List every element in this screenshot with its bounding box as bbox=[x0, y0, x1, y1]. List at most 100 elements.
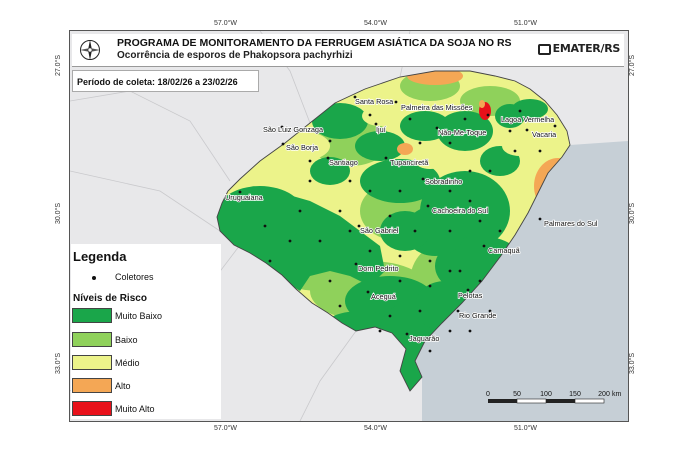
collector-point bbox=[328, 139, 332, 143]
map-title: PROGRAMA DE MONITORAMENTO DA FERRUGEM AS… bbox=[117, 37, 512, 49]
label-baixo: Baixo bbox=[115, 335, 138, 345]
collector-point bbox=[525, 128, 529, 132]
lon-label-bottom: 54.0°W bbox=[364, 425, 388, 432]
collector-point bbox=[435, 126, 439, 130]
city-label: Santiago bbox=[329, 158, 358, 167]
collector-point bbox=[488, 169, 492, 173]
collection-period: Período de coleta: 18/02/26 a 23/02/26 bbox=[72, 70, 259, 92]
city-label: Jaguarão bbox=[409, 334, 439, 343]
collector-point bbox=[238, 190, 242, 194]
collector-point bbox=[448, 269, 452, 273]
city-label: Não-Me-Toque bbox=[438, 128, 486, 137]
city-label: Aceguá bbox=[371, 292, 397, 301]
legend-panel: Legenda Coletores Níveis de Risco Muito … bbox=[71, 244, 221, 419]
collector-dot-icon bbox=[92, 276, 96, 280]
collector-point bbox=[463, 117, 467, 121]
scale-tick-label: 200 bbox=[598, 391, 610, 398]
city-label: Vacaria bbox=[532, 130, 557, 139]
collector-point bbox=[428, 259, 432, 263]
label-muito-alto: Muito Alto bbox=[115, 404, 155, 414]
collector-point bbox=[398, 279, 402, 283]
collector-point bbox=[338, 209, 342, 213]
collector-point bbox=[478, 219, 482, 223]
collector-point bbox=[398, 254, 402, 258]
lat-label-left: 27.0°S bbox=[55, 54, 63, 77]
collector-point bbox=[488, 309, 492, 313]
city-label: Uruguaiana bbox=[225, 193, 264, 202]
collector-point bbox=[378, 329, 382, 333]
collector-point bbox=[288, 239, 292, 243]
city-label: São Borja bbox=[286, 143, 319, 152]
lon-label-bottom: 51.0°W bbox=[514, 425, 538, 432]
swatch-alto bbox=[72, 378, 112, 393]
swatch-baixo bbox=[72, 332, 112, 347]
city-label: Palmeira das Missões bbox=[401, 103, 473, 112]
collector-point bbox=[458, 269, 462, 273]
lat-label-left: 33.0°S bbox=[55, 352, 63, 375]
collector-point bbox=[468, 329, 472, 333]
city-label: Rio Grande bbox=[459, 311, 496, 320]
collector-point bbox=[456, 309, 460, 313]
scale-tick-label: 0 bbox=[486, 391, 490, 398]
collector-point bbox=[468, 169, 472, 173]
lon-label-top: 57.0°W bbox=[214, 20, 238, 27]
lat-label-right: 30.0°S bbox=[629, 202, 637, 225]
collector-point bbox=[318, 239, 322, 243]
collector-point bbox=[374, 122, 378, 126]
emater-logo-text: EMATER/RS bbox=[552, 42, 621, 55]
label-muito-baixo: Muito Baixo bbox=[115, 311, 163, 321]
collector-point bbox=[553, 124, 557, 128]
city-label: São Luiz Gonzaga bbox=[263, 125, 324, 134]
collector-point bbox=[348, 229, 352, 233]
collector-point bbox=[498, 229, 502, 233]
emater-logo-icon bbox=[537, 44, 551, 55]
scale-bar: 0 50 100 150 200 km bbox=[486, 391, 622, 404]
city-label: Dom Pedrito bbox=[358, 264, 399, 273]
collector-point bbox=[448, 329, 452, 333]
lon-label-top: 51.0°W bbox=[514, 20, 538, 27]
collector-point bbox=[468, 199, 472, 203]
collector-point bbox=[354, 262, 358, 266]
collector-point bbox=[508, 129, 512, 133]
scale-unit: km bbox=[612, 391, 622, 398]
collector-point bbox=[326, 156, 330, 160]
collector-point bbox=[348, 179, 352, 183]
collector-point bbox=[357, 224, 361, 228]
collector-point bbox=[448, 189, 452, 193]
collector-point bbox=[394, 100, 398, 104]
collector-point bbox=[538, 217, 542, 221]
label-alto: Alto bbox=[115, 381, 131, 391]
swatch-medio bbox=[72, 355, 112, 370]
map-canvas: Santa Rosa Palmeira das Missões Lagoa Verm… bbox=[70, 31, 628, 421]
legend-title: Legenda bbox=[73, 249, 127, 264]
collector-point bbox=[408, 117, 412, 121]
collector-point bbox=[338, 304, 342, 308]
label-medio: Médio bbox=[115, 358, 140, 368]
collector-point bbox=[533, 119, 537, 123]
map-frame: Santa Rosa Palmeira das Missões Lagoa Verm… bbox=[69, 30, 629, 422]
collector-point bbox=[353, 95, 357, 99]
city-label: Camaquã bbox=[488, 246, 521, 255]
scale-tick-label: 100 bbox=[540, 391, 552, 398]
city-label: São Gabriel bbox=[360, 226, 399, 235]
collector-point bbox=[418, 141, 422, 145]
collector-point bbox=[366, 290, 370, 294]
collector-point bbox=[418, 309, 422, 313]
city-label: Cachoeira do Sul bbox=[432, 206, 488, 215]
collector-point bbox=[405, 332, 409, 336]
collector-point bbox=[384, 156, 388, 160]
emater-logo: EMATER/RS bbox=[537, 42, 621, 55]
city-label: Sobradinho bbox=[425, 177, 462, 186]
collector-point bbox=[518, 109, 522, 113]
collectors-label: Coletores bbox=[115, 272, 154, 282]
collector-point bbox=[308, 159, 312, 163]
collector-point bbox=[268, 259, 272, 263]
swatch-muito-baixo bbox=[72, 308, 112, 323]
collector-point bbox=[263, 224, 267, 228]
city-label: Ijuí bbox=[376, 125, 386, 134]
collector-point bbox=[421, 177, 425, 181]
collector-point bbox=[486, 113, 490, 117]
north-arrow-icon bbox=[80, 40, 100, 60]
collector-point bbox=[428, 284, 432, 288]
city-label: Lagoa Vermelha bbox=[501, 115, 555, 124]
